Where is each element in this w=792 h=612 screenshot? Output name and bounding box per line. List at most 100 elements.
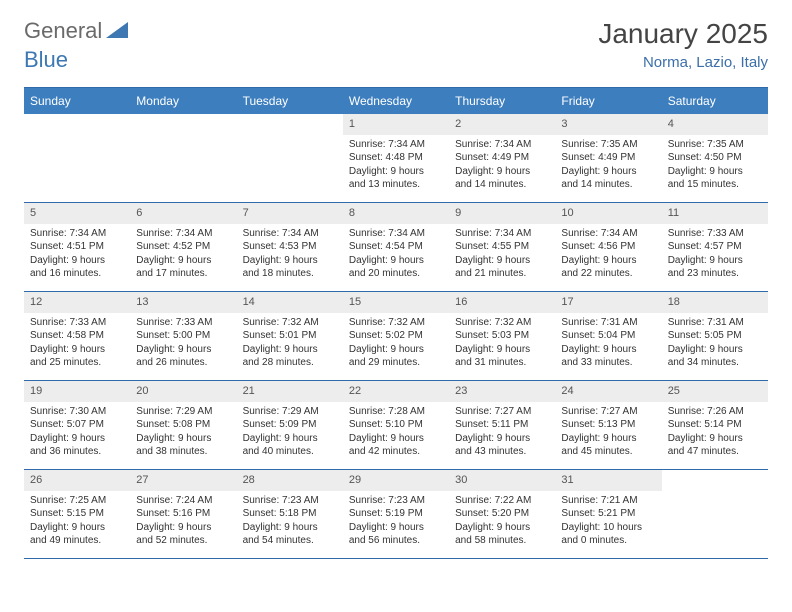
daylight-text: Daylight: 9 hours and 29 minutes.	[349, 343, 443, 370]
calendar-day-cell: 12Sunrise: 7:33 AMSunset: 4:58 PMDayligh…	[24, 292, 130, 380]
calendar-day-cell: 20Sunrise: 7:29 AMSunset: 5:08 PMDayligh…	[130, 381, 236, 469]
day-info: Sunrise: 7:34 AMSunset: 4:48 PMDaylight:…	[343, 138, 449, 192]
sunset-text: Sunset: 5:01 PM	[243, 329, 337, 343]
sunrise-text: Sunrise: 7:34 AM	[349, 138, 443, 152]
sunset-text: Sunset: 4:53 PM	[243, 240, 337, 254]
calendar-day-cell: 8Sunrise: 7:34 AMSunset: 4:54 PMDaylight…	[343, 203, 449, 291]
sunrise-text: Sunrise: 7:35 AM	[668, 138, 762, 152]
month-title: January 2025	[598, 18, 768, 50]
weekday-header-row: Sunday Monday Tuesday Wednesday Thursday…	[24, 88, 768, 114]
calendar-day-cell: 21Sunrise: 7:29 AMSunset: 5:09 PMDayligh…	[237, 381, 343, 469]
sunrise-text: Sunrise: 7:34 AM	[455, 227, 549, 241]
calendar-day-cell: 9Sunrise: 7:34 AMSunset: 4:55 PMDaylight…	[449, 203, 555, 291]
calendar-week-row: 1Sunrise: 7:34 AMSunset: 4:48 PMDaylight…	[24, 114, 768, 203]
sunset-text: Sunset: 5:11 PM	[455, 418, 549, 432]
day-number: 29	[343, 470, 449, 491]
day-info: Sunrise: 7:33 AMSunset: 4:57 PMDaylight:…	[662, 227, 768, 281]
day-info: Sunrise: 7:23 AMSunset: 5:19 PMDaylight:…	[343, 494, 449, 548]
sunrise-text: Sunrise: 7:34 AM	[349, 227, 443, 241]
sunset-text: Sunset: 5:15 PM	[30, 507, 124, 521]
sunrise-text: Sunrise: 7:32 AM	[349, 316, 443, 330]
sunset-text: Sunset: 5:18 PM	[243, 507, 337, 521]
sunset-text: Sunset: 5:05 PM	[668, 329, 762, 343]
day-number: 14	[237, 292, 343, 313]
daylight-text: Daylight: 9 hours and 16 minutes.	[30, 254, 124, 281]
day-number: 22	[343, 381, 449, 402]
calendar-day-cell	[130, 114, 236, 202]
day-number: 5	[24, 203, 130, 224]
sunrise-text: Sunrise: 7:34 AM	[243, 227, 337, 241]
calendar-day-cell: 18Sunrise: 7:31 AMSunset: 5:05 PMDayligh…	[662, 292, 768, 380]
sunset-text: Sunset: 4:48 PM	[349, 151, 443, 165]
calendar-day-cell: 10Sunrise: 7:34 AMSunset: 4:56 PMDayligh…	[555, 203, 661, 291]
daylight-text: Daylight: 9 hours and 33 minutes.	[561, 343, 655, 370]
day-info: Sunrise: 7:28 AMSunset: 5:10 PMDaylight:…	[343, 405, 449, 459]
sunset-text: Sunset: 5:13 PM	[561, 418, 655, 432]
sunrise-text: Sunrise: 7:34 AM	[561, 227, 655, 241]
sunset-text: Sunset: 5:21 PM	[561, 507, 655, 521]
sunrise-text: Sunrise: 7:26 AM	[668, 405, 762, 419]
daylight-text: Daylight: 9 hours and 49 minutes.	[30, 521, 124, 548]
calendar-day-cell: 1Sunrise: 7:34 AMSunset: 4:48 PMDaylight…	[343, 114, 449, 202]
calendar-day-cell: 11 Sunrise: 7:33 AMSunset: 4:57 PMDayligh…	[662, 203, 768, 291]
day-info: Sunrise: 7:24 AMSunset: 5:16 PMDaylight:…	[130, 494, 236, 548]
sunset-text: Sunset: 4:55 PM	[455, 240, 549, 254]
sunrise-text: Sunrise: 7:27 AM	[455, 405, 549, 419]
day-info: Sunrise: 7:27 AMSunset: 5:11 PMDaylight:…	[449, 405, 555, 459]
daylight-text: Daylight: 9 hours and 52 minutes.	[136, 521, 230, 548]
sunrise-text: Sunrise: 7:29 AM	[136, 405, 230, 419]
weekday-header: Friday	[555, 88, 661, 114]
calendar-day-cell	[24, 114, 130, 202]
sunset-text: Sunset: 4:49 PM	[561, 151, 655, 165]
calendar-grid: Sunday Monday Tuesday Wednesday Thursday…	[24, 87, 768, 559]
sunset-text: Sunset: 5:09 PM	[243, 418, 337, 432]
day-number: 15	[343, 292, 449, 313]
day-info: Sunrise: 7:34 AMSunset: 4:54 PMDaylight:…	[343, 227, 449, 281]
sunset-text: Sunset: 5:07 PM	[30, 418, 124, 432]
day-number: 26	[24, 470, 130, 491]
daylight-text: Daylight: 9 hours and 40 minutes.	[243, 432, 337, 459]
day-number: 28	[237, 470, 343, 491]
calendar-day-cell: 6Sunrise: 7:34 AMSunset: 4:52 PMDaylight…	[130, 203, 236, 291]
sunset-text: Sunset: 5:04 PM	[561, 329, 655, 343]
sunset-text: Sunset: 4:51 PM	[30, 240, 124, 254]
daylight-text: Daylight: 9 hours and 38 minutes.	[136, 432, 230, 459]
day-number: 6	[130, 203, 236, 224]
sunrise-text: Sunrise: 7:22 AM	[455, 494, 549, 508]
day-info: Sunrise: 7:35 AMSunset: 4:49 PMDaylight:…	[555, 138, 661, 192]
day-info: Sunrise: 7:35 AMSunset: 4:50 PMDaylight:…	[662, 138, 768, 192]
sunrise-text: Sunrise: 7:21 AM	[561, 494, 655, 508]
day-info: Sunrise: 7:29 AMSunset: 5:08 PMDaylight:…	[130, 405, 236, 459]
logo: General	[24, 18, 128, 44]
sunrise-text: Sunrise: 7:30 AM	[30, 405, 124, 419]
sunset-text: Sunset: 5:14 PM	[668, 418, 762, 432]
sunset-text: Sunset: 5:16 PM	[136, 507, 230, 521]
day-info: Sunrise: 7:27 AMSunset: 5:13 PMDaylight:…	[555, 405, 661, 459]
day-number: 7	[237, 203, 343, 224]
daylight-text: Daylight: 9 hours and 14 minutes.	[455, 165, 549, 192]
weekday-header: Thursday	[449, 88, 555, 114]
calendar-week-row: 19Sunrise: 7:30 AMSunset: 5:07 PMDayligh…	[24, 381, 768, 470]
sunrise-text: Sunrise: 7:23 AM	[349, 494, 443, 508]
daylight-text: Daylight: 9 hours and 43 minutes.	[455, 432, 549, 459]
sunset-text: Sunset: 5:20 PM	[455, 507, 549, 521]
day-number: 2	[449, 114, 555, 135]
day-number: 27	[130, 470, 236, 491]
day-info: Sunrise: 7:22 AMSunset: 5:20 PMDaylight:…	[449, 494, 555, 548]
calendar-day-cell: 30Sunrise: 7:22 AMSunset: 5:20 PMDayligh…	[449, 470, 555, 558]
daylight-text: Daylight: 9 hours and 31 minutes.	[455, 343, 549, 370]
weekday-header: Sunday	[24, 88, 130, 114]
sunrise-text: Sunrise: 7:23 AM	[243, 494, 337, 508]
calendar-day-cell: 26Sunrise: 7:25 AMSunset: 5:15 PMDayligh…	[24, 470, 130, 558]
calendar-week-row: 5 Sunrise: 7:34 AM Sunset: 4:51 PMDaylight…	[24, 203, 768, 292]
day-info: Sunrise: 7:33 AMSunset: 4:58 PMDaylight:…	[24, 316, 130, 370]
day-info: Sunrise: 7:23 AMSunset: 5:18 PMDaylight:…	[237, 494, 343, 548]
sunset-text: Sunset: 5:03 PM	[455, 329, 549, 343]
calendar-day-cell	[662, 470, 768, 558]
day-number: 11	[662, 203, 768, 224]
logo-triangle-icon	[106, 22, 128, 38]
sunset-text: Sunset: 4:52 PM	[136, 240, 230, 254]
daylight-text: Daylight: 9 hours and 26 minutes.	[136, 343, 230, 370]
daylight-text: Daylight: 9 hours and 13 minutes.	[349, 165, 443, 192]
daylight-text: Daylight: 9 hours and 36 minutes.	[30, 432, 124, 459]
